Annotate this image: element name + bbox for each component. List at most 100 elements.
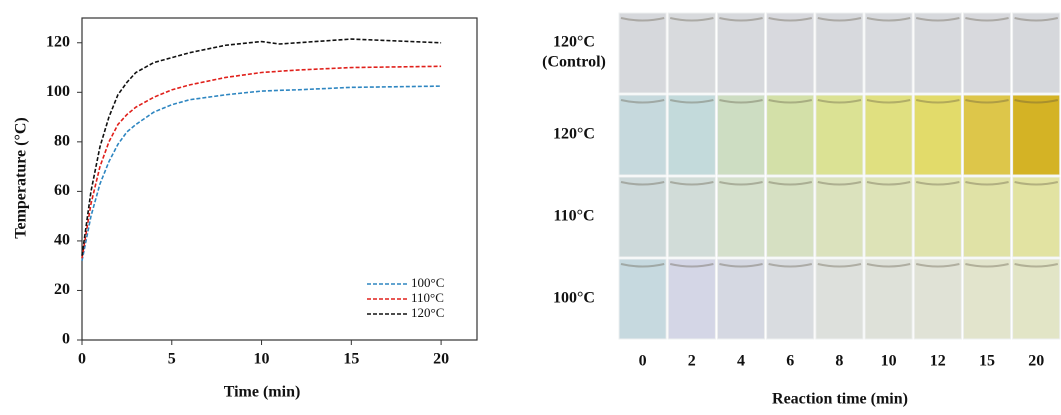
vial-rim (719, 99, 763, 104)
vial-rim (817, 263, 862, 268)
y-axis-label: Temperature (°C) (13, 117, 30, 238)
column-label: 20 (1028, 353, 1044, 370)
vial (864, 94, 913, 176)
vial-rim (915, 17, 960, 22)
column-label: 12 (930, 353, 946, 370)
vial (667, 12, 716, 94)
legend-label: 100°C (411, 275, 444, 290)
vial-rim (620, 17, 665, 22)
plot-frame (81, 17, 478, 341)
vial-rim (915, 181, 960, 186)
vial (864, 12, 913, 94)
vial-rim (965, 181, 1009, 186)
vial-rim (768, 17, 813, 22)
x-tick-label: 15 (343, 351, 359, 368)
row-label: 120°C (553, 34, 595, 51)
vial (815, 176, 864, 258)
column-label: 10 (881, 353, 897, 370)
series-line (81, 38, 442, 256)
vial (913, 12, 962, 94)
x-tick-label: 10 (254, 351, 270, 368)
vial-rim (817, 17, 862, 22)
vial (962, 12, 1012, 94)
vial-rim (866, 181, 911, 186)
y-tick-label: 20 (54, 281, 70, 298)
vial-rim (817, 181, 862, 186)
vial (962, 94, 1012, 176)
vial-rim (719, 263, 763, 268)
series-line (81, 85, 442, 261)
legend-label: 110°C (411, 290, 444, 305)
vial-rim (965, 99, 1009, 104)
vial (618, 176, 667, 258)
legend-label: 120°C (411, 305, 444, 320)
vial-rim (768, 181, 813, 186)
y-tick-label: 120 (46, 33, 70, 50)
series-line (81, 65, 442, 259)
vial-rim (866, 99, 911, 104)
vial-rim (669, 17, 714, 22)
vial (962, 176, 1012, 258)
column-label: 2 (688, 353, 696, 370)
vial-rim (768, 263, 813, 268)
vial (618, 258, 667, 340)
vial (913, 94, 962, 176)
column-label: 0 (639, 353, 647, 370)
vial-rim (1014, 181, 1059, 186)
vial (1012, 176, 1061, 258)
column-label: 8 (835, 353, 843, 370)
x-tick-label: 20 (433, 351, 449, 368)
vial (962, 258, 1012, 340)
vial-rim (669, 181, 714, 186)
vial (766, 176, 815, 258)
vial (667, 176, 716, 258)
vial (716, 94, 766, 176)
x-tick-label: 5 (168, 351, 176, 368)
vial-rim (669, 263, 714, 268)
vial (766, 12, 815, 94)
vial-rim (866, 17, 911, 22)
vial (1012, 94, 1061, 176)
row-label: (Control) (542, 54, 606, 71)
vial (864, 176, 913, 258)
vial-rim (620, 181, 665, 186)
column-label: 6 (786, 353, 794, 370)
vial (716, 176, 766, 258)
vial-rim (1014, 99, 1059, 104)
vial-rim (719, 181, 763, 186)
column-label: 15 (979, 353, 995, 370)
column-label: 4 (737, 353, 745, 370)
vial (815, 258, 864, 340)
vial-rim (817, 99, 862, 104)
photo-x-label: Reaction time (min) (772, 391, 908, 408)
row-label: 120°C (553, 126, 595, 143)
vial (618, 94, 667, 176)
x-axis-label: Time (min) (224, 384, 301, 401)
vial (815, 94, 864, 176)
vial (667, 94, 716, 176)
row-label: 110°C (553, 208, 594, 225)
y-tick-label: 80 (54, 133, 70, 150)
vial (1012, 258, 1061, 340)
vial (864, 258, 913, 340)
vial (716, 258, 766, 340)
vial-rim (669, 99, 714, 104)
vial-rim (965, 263, 1009, 268)
vial (618, 12, 667, 94)
vial-rim (620, 263, 665, 268)
y-tick-label: 100 (46, 83, 70, 100)
x-tick-label: 0 (78, 351, 86, 368)
vial (815, 12, 864, 94)
vial-rim (620, 99, 665, 104)
vial-rim (768, 99, 813, 104)
vial (716, 12, 766, 94)
vial-rim (965, 17, 1009, 22)
vial (766, 258, 815, 340)
vial (667, 258, 716, 340)
vial-rim (1014, 17, 1059, 22)
vial (913, 176, 962, 258)
vial-rim (719, 17, 763, 22)
y-tick-label: 40 (54, 232, 70, 249)
vial-rim (1014, 263, 1059, 268)
